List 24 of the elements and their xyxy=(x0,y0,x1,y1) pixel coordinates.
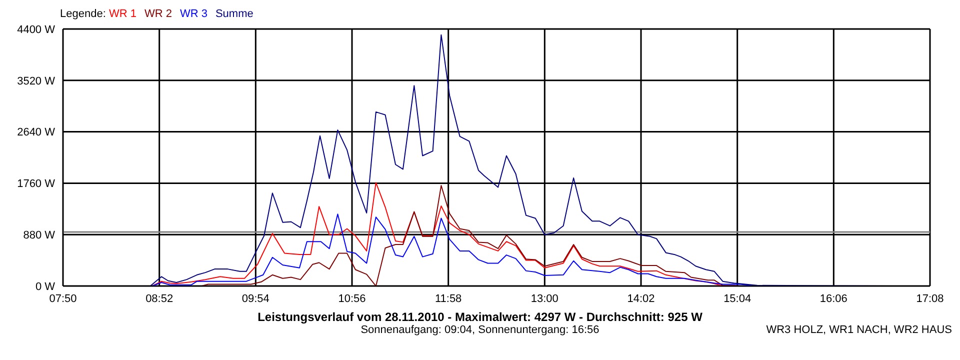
legend-title: Legende: xyxy=(60,8,107,20)
x-tick-label: 07:50 xyxy=(49,292,77,305)
y-tick-label: 880 W xyxy=(23,230,56,242)
text: WR 2 xyxy=(144,8,172,20)
y-tick-label: 2640 W xyxy=(17,126,56,139)
x-tick-label: 16:06 xyxy=(820,292,848,305)
text: Summe xyxy=(215,8,254,20)
x-tick-label: 08:52 xyxy=(146,292,174,305)
x-tick-label: 09:54 xyxy=(242,292,270,305)
text: WR3 HOLZ, WR1 NACH, WR2 HAUS xyxy=(766,324,952,336)
x-tick-label: 13:00 xyxy=(530,292,558,305)
y-tick-label: 1760 W xyxy=(17,178,56,190)
x-tick-label: 14:02 xyxy=(627,292,655,305)
text: WR 3 xyxy=(180,8,208,20)
text: Leistungsverlauf vom 28.11.2010 - Maximalwert: 4297 W - Durchschnitt: 925 W xyxy=(256,310,704,324)
y-tick-label: 3520 W xyxy=(17,75,56,88)
text: Sonnenaufgang: 09:04, Sonnenuntergang: 16:56 xyxy=(360,324,600,336)
x-tick-label: 17:08 xyxy=(916,292,944,305)
x-tick-label: 11:58 xyxy=(434,292,462,305)
y-tick-label: 4400 W xyxy=(17,24,56,36)
x-tick-label: 15:04 xyxy=(724,292,752,305)
text: WR 1 xyxy=(108,8,136,20)
x-tick-label: 10:56 xyxy=(338,292,366,305)
y-tick-label: 0 W xyxy=(35,280,56,293)
